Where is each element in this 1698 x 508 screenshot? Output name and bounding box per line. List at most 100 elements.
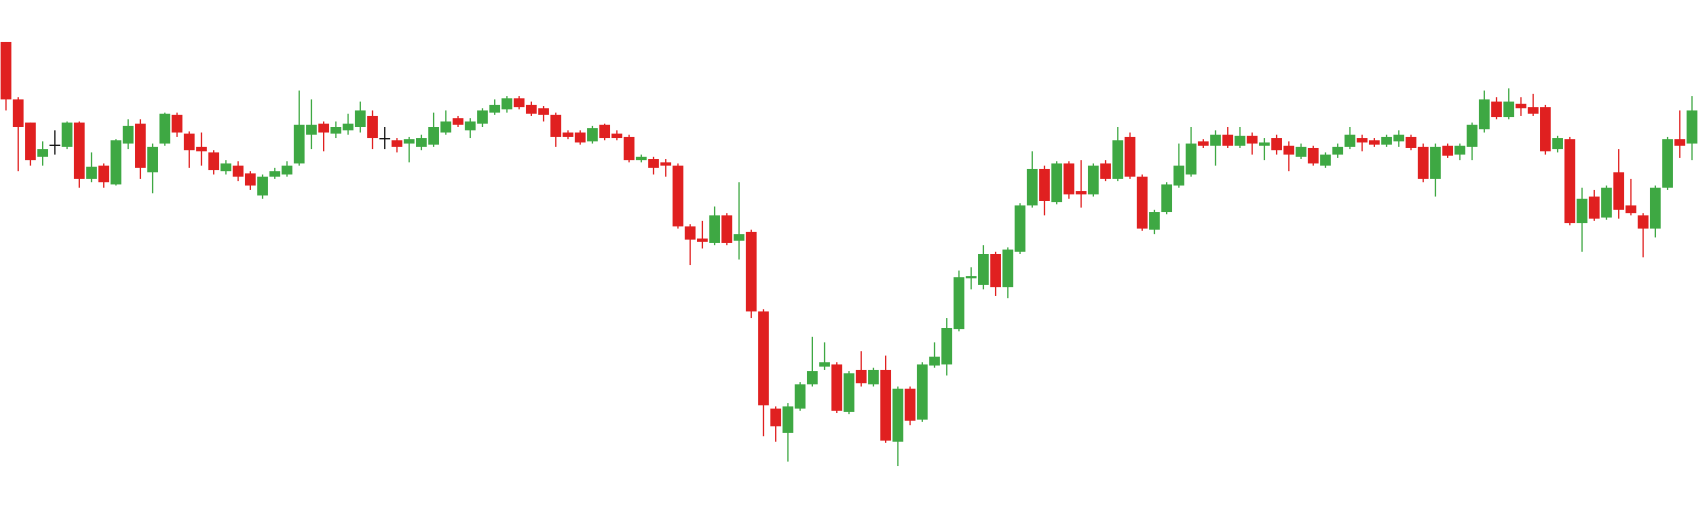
- candle-body: [538, 108, 549, 115]
- candle-body: [37, 149, 49, 157]
- candle-body: [550, 114, 562, 137]
- candle-body: [904, 388, 916, 421]
- candle-body: [1259, 142, 1270, 146]
- candle-body: [721, 215, 733, 243]
- candle-body: [354, 110, 366, 127]
- candle-body: [965, 276, 977, 279]
- candle-body: [635, 156, 647, 161]
- candle-body: [110, 140, 122, 185]
- candle-body: [61, 122, 73, 147]
- candle-body: [1356, 138, 1368, 143]
- candle-body: [1136, 176, 1148, 229]
- candle-body: [196, 146, 207, 152]
- candle-body: [709, 215, 720, 243]
- candle-body: [1540, 107, 1551, 152]
- candle-body: [574, 132, 586, 143]
- candle-body: [1393, 134, 1405, 142]
- candle-body: [1271, 138, 1282, 151]
- candle-body: [452, 118, 464, 125]
- candle-body: [403, 139, 415, 144]
- candle-body: [159, 113, 171, 144]
- candle-body: [1087, 165, 1099, 195]
- candle-body: [990, 254, 1001, 288]
- candle-body: [599, 124, 611, 139]
- candle-body: [464, 121, 476, 131]
- candle-body: [1320, 154, 1331, 166]
- candle-body: [587, 128, 598, 142]
- candle-body: [1075, 191, 1087, 195]
- candle-body: [794, 384, 806, 409]
- candle-body: [1124, 136, 1136, 177]
- candle-body: [1576, 198, 1588, 224]
- candle-body: [1662, 139, 1673, 188]
- candle-body: [183, 133, 195, 151]
- candle-body: [1026, 168, 1038, 206]
- candle-body: [1197, 141, 1209, 146]
- candle-body: [367, 115, 378, 139]
- candle-body: [660, 162, 672, 166]
- candle-body: [880, 369, 892, 441]
- candle-body: [1515, 103, 1527, 109]
- candle-body: [1332, 146, 1344, 155]
- candle-body: [1417, 146, 1429, 179]
- candle-body: [1454, 145, 1466, 155]
- candle-body: [379, 138, 391, 140]
- candle-body: [1234, 135, 1246, 146]
- candle-body: [501, 98, 513, 110]
- candle-body: [1588, 196, 1600, 219]
- candle-body: [916, 364, 928, 420]
- candle-body: [1283, 145, 1295, 155]
- candle-body: [1161, 184, 1173, 213]
- candle-body: [208, 152, 220, 171]
- candle-body: [1649, 187, 1661, 229]
- candle-body: [147, 146, 158, 173]
- candle-body: [49, 144, 61, 146]
- candle-body: [306, 124, 317, 135]
- candle-body: [684, 226, 696, 240]
- candle-body: [672, 165, 684, 227]
- candle-body: [1246, 135, 1258, 144]
- candle-body: [1564, 139, 1576, 224]
- candle-body: [122, 125, 134, 144]
- candle-body: [1112, 140, 1124, 179]
- candle-body: [1051, 163, 1063, 203]
- candle-body: [477, 110, 488, 124]
- candle-body: [1002, 249, 1014, 288]
- candle-body: [220, 163, 232, 172]
- candle-body: [1442, 145, 1454, 156]
- candle-body: [171, 114, 183, 133]
- candle-body: [1613, 172, 1625, 210]
- candle-body: [1405, 136, 1417, 148]
- candle-body: [257, 176, 268, 196]
- candle-body: [440, 121, 452, 133]
- candle-body: [0, 41, 12, 100]
- candle-body: [1674, 139, 1686, 146]
- candle-body: [1222, 134, 1234, 146]
- candle-body: [1466, 124, 1478, 147]
- candle-body: [953, 277, 965, 330]
- candle-body: [1491, 101, 1502, 118]
- candle-body: [98, 165, 110, 183]
- candle-body: [1100, 163, 1111, 179]
- candle-body: [1063, 163, 1075, 195]
- candle-body: [623, 136, 635, 161]
- candle-body: [782, 406, 794, 433]
- candle-body: [1686, 110, 1698, 144]
- candle-body: [745, 231, 757, 312]
- candle-body: [1552, 138, 1563, 150]
- candle-body: [25, 122, 36, 161]
- candle-body: [73, 122, 85, 179]
- candle-body: [978, 254, 989, 285]
- candle-body: [758, 311, 769, 406]
- candle-body: [819, 362, 830, 367]
- candle-body: [1368, 140, 1380, 145]
- candle-body: [489, 104, 501, 113]
- candle-body: [697, 238, 708, 242]
- candle-body: [1173, 165, 1185, 186]
- candle-body: [1637, 215, 1649, 229]
- candle-body: [269, 171, 281, 177]
- candle-body: [1039, 168, 1050, 201]
- candle-body: [1149, 212, 1160, 230]
